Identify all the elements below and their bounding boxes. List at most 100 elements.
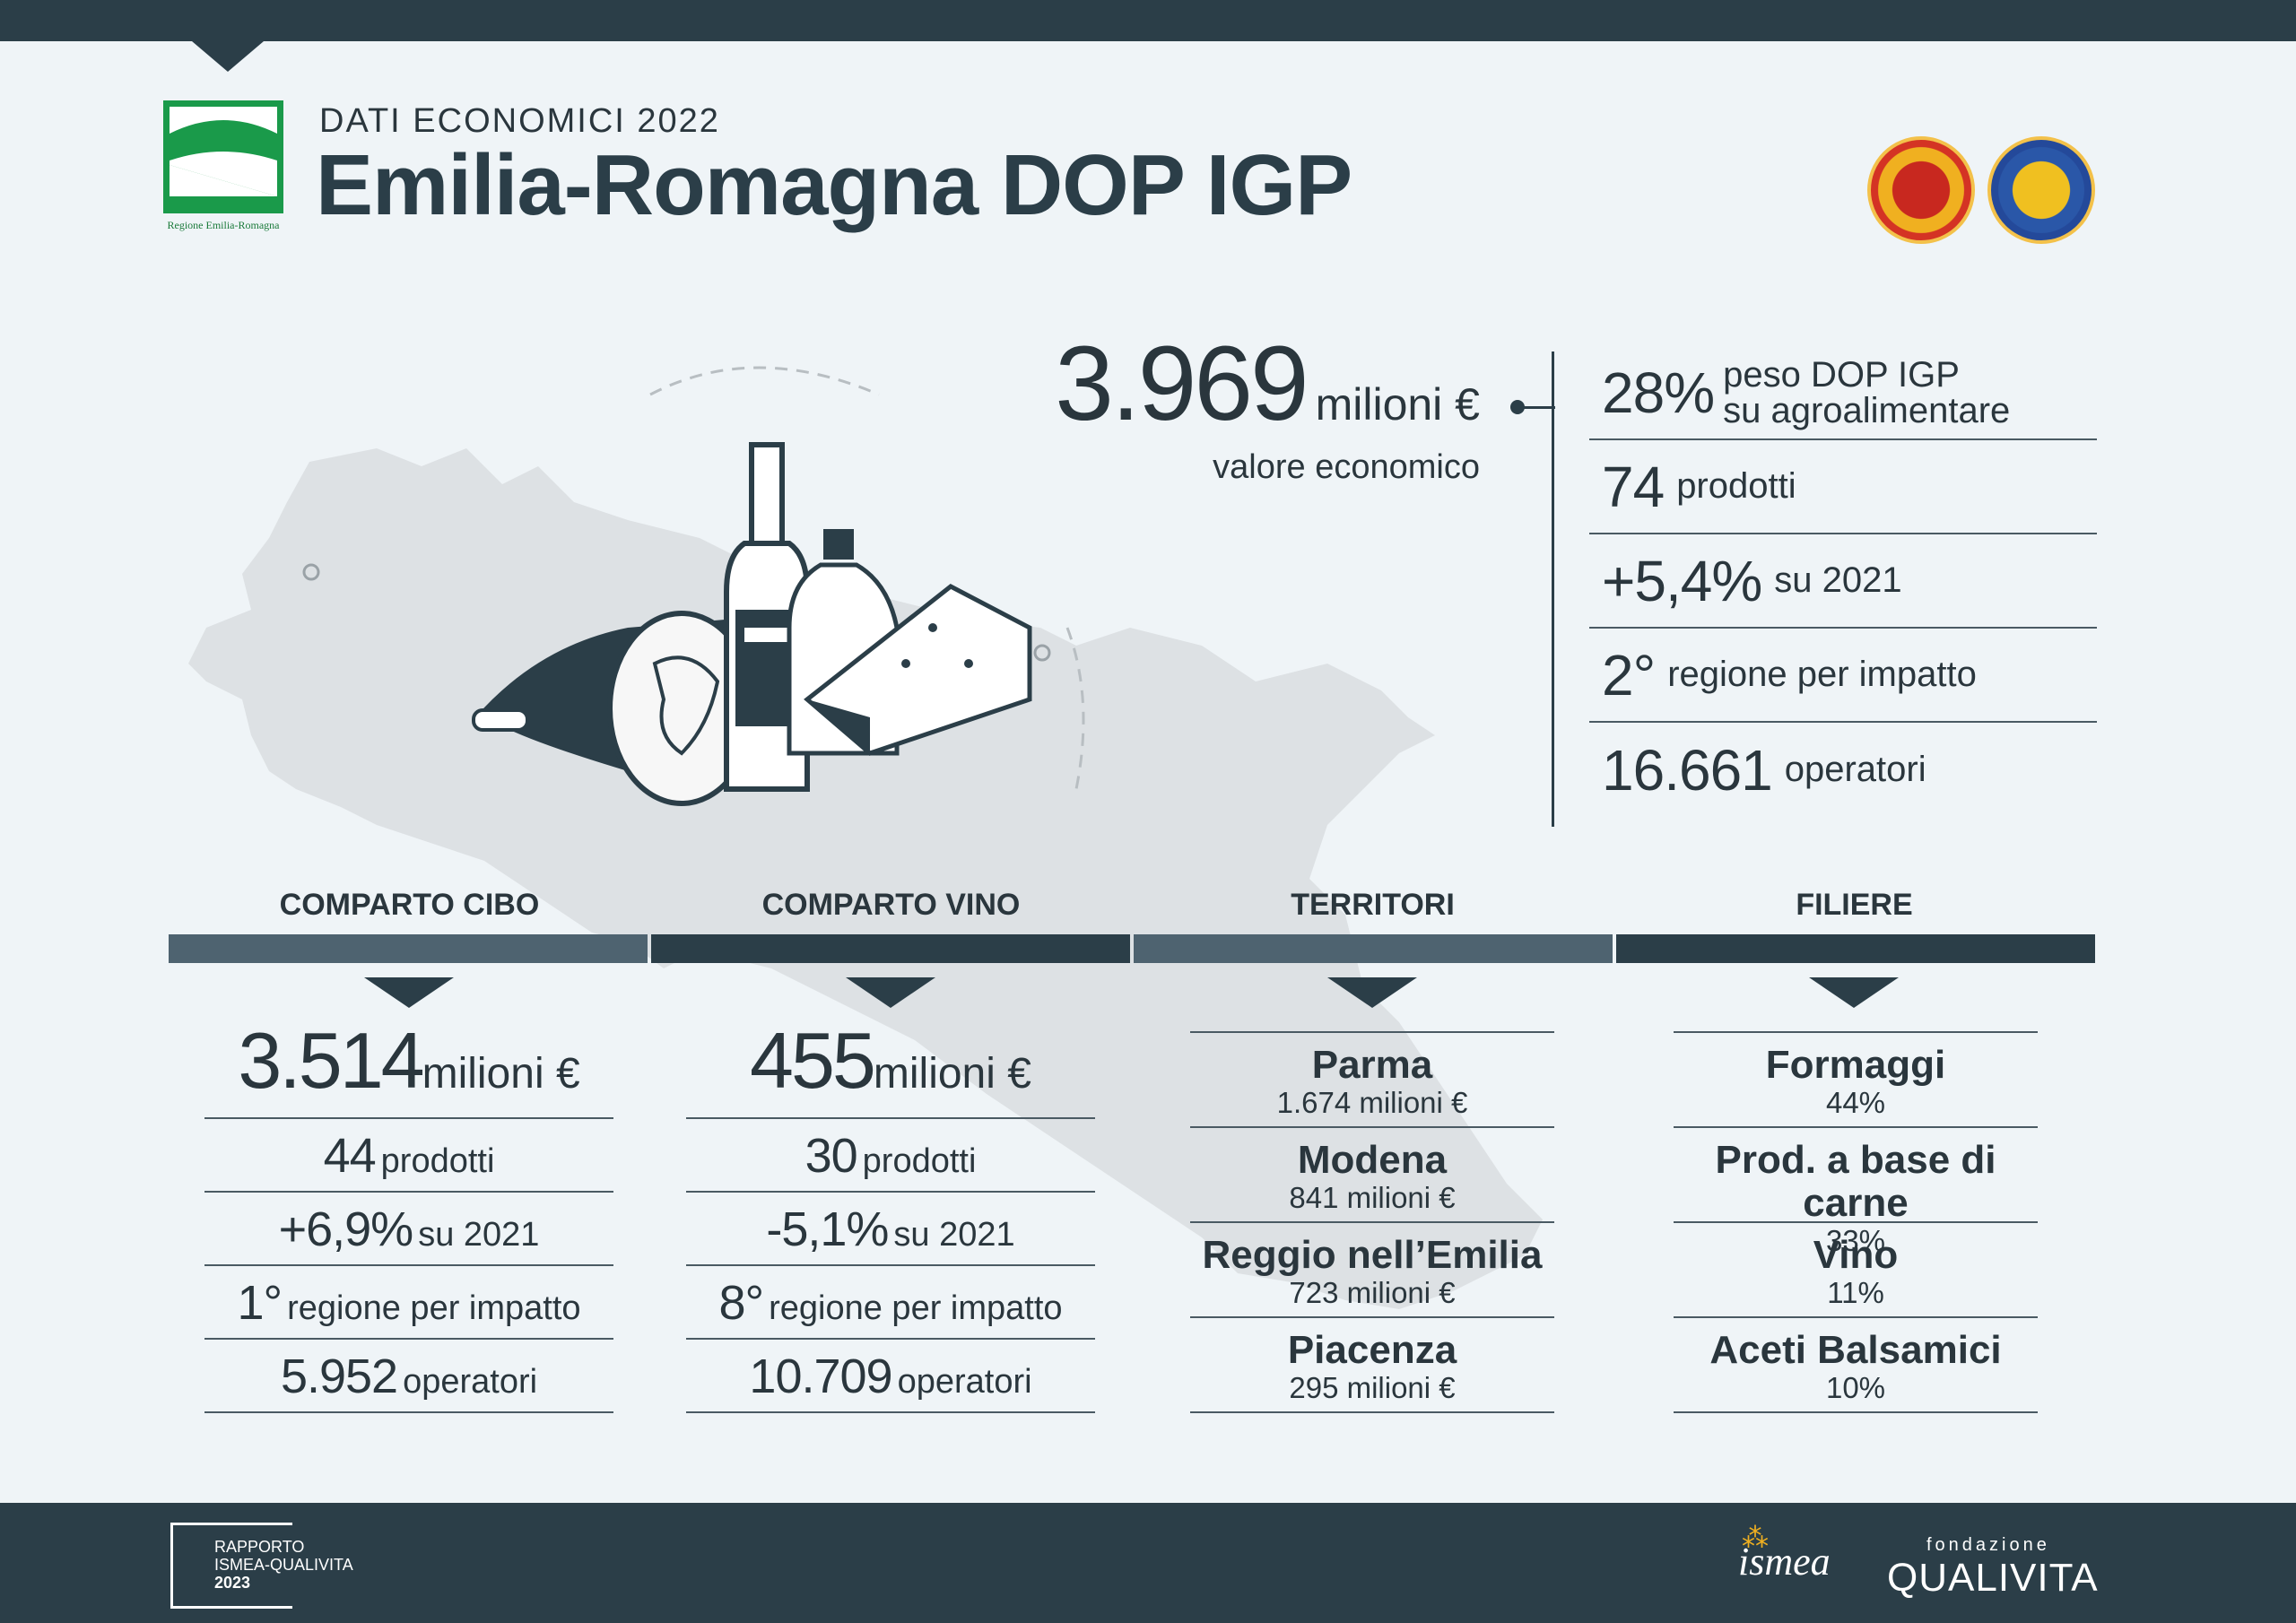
ismea-wheat-icon: ⁂ xyxy=(1742,1523,1769,1553)
row-number: 1° xyxy=(237,1276,283,1330)
headline-value-block: 3.969 milioni € valore economico xyxy=(1055,323,1480,487)
stat-label: operatori xyxy=(1784,750,1926,789)
list-item: Reggio nell’Emilia 723 milioni € xyxy=(1190,1223,1554,1318)
headline-unit: milioni € xyxy=(1315,379,1480,430)
filiera-value: 33% xyxy=(1825,1224,1886,1257)
stat-value: +5,4% xyxy=(1602,548,1762,613)
territorio-name: Parma xyxy=(1311,1043,1433,1087)
connector-line xyxy=(1516,406,1555,409)
stat-label-line1: peso DOP IGP xyxy=(1723,354,1960,395)
vino-value: 455milioni € xyxy=(686,1002,1095,1119)
cibo-prodotti: 44 prodotti xyxy=(204,1119,613,1193)
cibo-value-unit: milioni € xyxy=(422,1050,580,1098)
stat-value: 2° xyxy=(1602,642,1656,707)
row-number: 44 xyxy=(323,1129,377,1183)
ismea-logo: ismea xyxy=(1738,1540,1831,1584)
cibo-value-number: 3.514 xyxy=(238,1016,424,1105)
region-logo-caption: Regione Emilia-Romagna xyxy=(167,219,280,231)
stat-label: prodotti xyxy=(1676,466,1796,506)
prosciutto-icon xyxy=(472,611,756,806)
section-bar xyxy=(651,934,1130,963)
dop-seal-icon xyxy=(1867,136,1975,244)
row-label: prodotti xyxy=(862,1142,977,1180)
heading-comparto-cibo: COMPARTO CIBO xyxy=(279,888,540,922)
section-bar xyxy=(1134,934,1613,963)
territori-list: Parma 1.674 milioni € Modena 841 milioni €… xyxy=(1190,1031,1554,1413)
comparto-cibo-column: 3.514milioni € 44 prodotti +6,9% su 2021 1… xyxy=(204,1002,613,1413)
vino-value-number: 455 xyxy=(750,1016,876,1105)
emilia-romagna-map-shape xyxy=(188,448,1543,1309)
stat-value: 74 xyxy=(1602,454,1665,519)
list-item: Prod. a base di carne 33% xyxy=(1674,1128,2038,1257)
stat-label: peso DOP IGP su agroalimentare xyxy=(1723,357,2010,429)
connector-dot xyxy=(1510,400,1525,414)
section-bar xyxy=(169,934,648,963)
rapporto-line2: ISMEA-QUALIVITA xyxy=(214,1556,353,1574)
down-arrow-icon xyxy=(846,977,935,1008)
territorio-name: Piacenza xyxy=(1287,1328,1457,1372)
top-bar xyxy=(0,0,2296,41)
list-item: Piacenza 295 milioni € xyxy=(1190,1318,1554,1413)
region-logo-emblem xyxy=(163,100,283,213)
rapporto-line1: RAPPORTO xyxy=(214,1538,305,1556)
row-label: su 2021 xyxy=(893,1216,1015,1254)
down-arrow-icon xyxy=(1327,977,1417,1008)
section-bars xyxy=(169,934,2095,963)
decorative-circle-2 xyxy=(1033,644,1051,662)
region-logo: Regione Emilia-Romagna xyxy=(163,100,283,237)
list-item: Aceti Balsamici 10% xyxy=(1674,1318,2038,1413)
heading-comparto-vino: COMPARTO VINO xyxy=(761,888,1021,922)
filiera-value: 10% xyxy=(1825,1371,1886,1404)
filiera-name: Vino xyxy=(1813,1233,1899,1277)
section-bar xyxy=(1616,934,2095,963)
stat-label: su 2021 xyxy=(1774,560,1902,600)
stat-variazione: +5,4% su 2021 xyxy=(1589,534,2097,629)
stat-value: 28% xyxy=(1602,360,1715,425)
territorio-value: 841 milioni € xyxy=(1289,1181,1456,1214)
filiera-value: 44% xyxy=(1825,1086,1886,1119)
headline-label: valore economico xyxy=(1213,448,1480,486)
decorative-circle xyxy=(302,563,320,581)
row-label: operatori xyxy=(403,1363,538,1401)
list-item: Parma 1.674 milioni € xyxy=(1190,1033,1554,1128)
list-item: Vino 11% xyxy=(1674,1223,2038,1318)
filiera-value: 11% xyxy=(1827,1276,1884,1309)
cibo-value: 3.514milioni € xyxy=(204,1002,613,1119)
vino-value-unit: milioni € xyxy=(873,1050,1031,1098)
comparto-vino-column: 455milioni € 30 prodotti -5,1% su 2021 8° r… xyxy=(686,1002,1095,1413)
territorio-value: 295 milioni € xyxy=(1289,1371,1456,1404)
row-label: operatori xyxy=(897,1363,1032,1401)
section-headings: COMPARTO CIBO COMPARTO VINO TERRITORI FI… xyxy=(169,888,2095,923)
territorio-name: Modena xyxy=(1297,1138,1448,1182)
page-title: Emilia-Romagna DOP IGP xyxy=(316,137,1352,233)
summary-stats: 28% peso DOP IGP su agroalimentare 74 pr… xyxy=(1589,346,2097,817)
heading-territori: TERRITORI xyxy=(1291,888,1455,922)
list-item: Modena 841 milioni € xyxy=(1190,1128,1554,1223)
cheese-wedge-icon xyxy=(804,584,1032,756)
row-number: 5.952 xyxy=(280,1350,398,1403)
cibo-variazione: +6,9% su 2021 xyxy=(204,1193,613,1266)
cibo-operatori: 5.952 operatori xyxy=(204,1340,613,1413)
decorative-dashed-arc xyxy=(649,366,880,396)
row-number: 30 xyxy=(804,1129,858,1183)
qualivita-logo: fondazione QUALIVITA xyxy=(1887,1535,2099,1601)
row-number: 8° xyxy=(718,1276,764,1330)
territorio-value: 1.674 milioni € xyxy=(1276,1086,1468,1119)
row-number: 10.709 xyxy=(749,1350,892,1403)
heading-filiere: FILIERE xyxy=(1796,888,1913,922)
down-arrow-icon xyxy=(364,977,454,1008)
filiera-name: Formaggi xyxy=(1765,1043,1946,1087)
territorio-value: 723 milioni € xyxy=(1289,1276,1456,1309)
stat-prodotti: 74 prodotti xyxy=(1589,440,2097,534)
row-label: su 2021 xyxy=(418,1216,540,1254)
row-label: regione per impatto xyxy=(769,1289,1063,1327)
territorio-name: Reggio nell’Emilia xyxy=(1202,1233,1543,1277)
igp-seal-icon xyxy=(1987,136,2095,244)
top-notch-decoration xyxy=(192,41,264,72)
divider-line xyxy=(1552,352,1554,827)
stat-operatori: 16.661 operatori xyxy=(1589,723,2097,817)
row-label: regione per impatto xyxy=(287,1289,581,1327)
vino-variazione: -5,1% su 2021 xyxy=(686,1193,1095,1266)
stat-rank: 2° regione per impatto xyxy=(1589,629,2097,723)
